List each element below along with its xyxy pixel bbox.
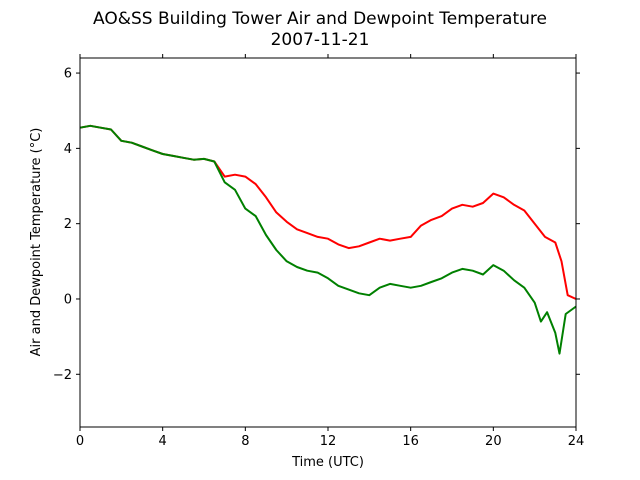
x-tick-label-6: 24 — [568, 434, 585, 449]
x-tick-label-1: 4 — [159, 434, 167, 449]
x-axis-label: Time (UTC) — [291, 455, 364, 470]
chart-title: AO&SS Building Tower Air and Dewpoint Te… — [93, 9, 547, 29]
x-tick-label-2: 8 — [241, 434, 249, 449]
y-axis-label: Air and Dewpoint Temperature (°C) — [29, 128, 44, 357]
x-tick-label-0: 0 — [76, 434, 84, 449]
plot-area — [79, 124, 577, 355]
x-tick-label-4: 16 — [402, 434, 419, 449]
y-axis: −2 0 2 4 6 — [53, 67, 580, 383]
x-tick-label-3: 12 — [320, 434, 337, 449]
y-tick-label-1: 0 — [64, 292, 72, 307]
y-tick-label-3: 4 — [64, 142, 72, 157]
x-axis: 0 4 8 12 16 20 24 — [76, 54, 584, 449]
y-tick-label-2: 2 — [64, 217, 72, 232]
plot-frame — [79, 57, 577, 428]
y-tick-label-4: 6 — [64, 67, 72, 82]
series-line-1 — [79, 124, 577, 355]
chart-subtitle: 2007-11-21 — [271, 30, 370, 50]
x-tick-label-5: 20 — [485, 434, 502, 449]
y-tick-label-0: −2 — [53, 368, 72, 383]
